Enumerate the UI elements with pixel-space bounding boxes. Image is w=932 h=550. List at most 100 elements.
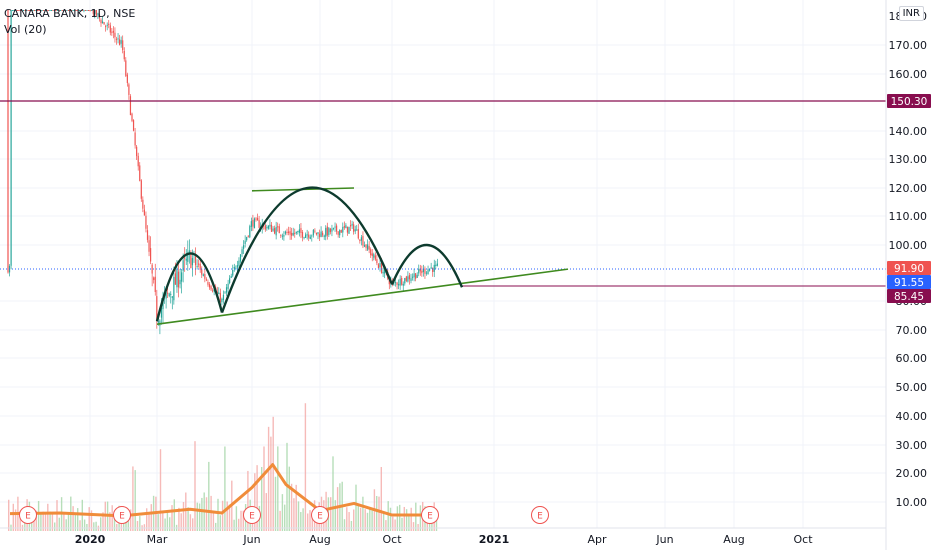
pattern-arc[interactable] [155,252,224,322]
volume-legend[interactable]: Vol (20) [4,23,47,36]
volume-bar [410,507,412,531]
volume-bar [90,510,93,531]
candle-body [212,290,214,292]
candle-body [75,10,77,11]
candle-body [67,10,70,11]
volume-bar [173,499,175,531]
volume-bar [47,503,49,531]
earnings-marker[interactable] [421,506,439,524]
candle-body [196,266,198,268]
horizontal-lines[interactable] [0,100,886,287]
candle-body [202,274,204,276]
volume-bar [42,511,44,531]
candle-body [354,229,356,232]
drawings[interactable] [155,186,569,325]
candle-body [63,10,65,11]
candle-body [418,268,420,274]
volume-bar [254,473,256,531]
candle-body [249,226,251,238]
earnings-marker[interactable] [113,506,131,524]
volume-bar [224,446,226,531]
candle-body [188,250,190,253]
volume-bar [205,497,208,531]
volume-bar [415,502,417,531]
volume-bar [58,517,60,531]
volume-bar [362,496,364,531]
candle-body [125,60,127,76]
earnings-marker[interactable] [531,506,549,524]
x-tick-label: Apr [587,533,607,546]
candle-body [126,74,128,84]
candle-body [284,231,287,234]
x-tick-label: Jun [655,533,673,546]
candle-body [348,226,350,234]
volume-bar [208,461,210,531]
legend: CANARA BANK, 1D, NSE Vol (20) [4,6,135,38]
candle-body [407,276,409,282]
y-tick-label: 130.00 [889,153,928,166]
x-tick-label: 2021 [479,533,510,546]
currency-label[interactable]: INR [898,6,924,21]
candle-body [187,252,189,262]
volume-bar [127,512,129,531]
volume-bar [343,519,346,531]
candle-body [421,270,423,274]
candle-body [201,269,203,275]
candle-body [204,274,206,279]
candle-body [131,113,133,121]
candle-body [47,10,49,11]
candle-body [329,228,331,233]
candle-body [244,240,246,244]
price-tag-label: 91.90 [894,263,924,275]
candle-body [340,230,342,233]
candle-body [101,21,104,24]
volume-bar [102,512,104,531]
candle-body [345,225,347,229]
volume-bar [371,510,373,531]
earnings-marker[interactable] [19,506,37,524]
candle-body [18,10,20,11]
volume-bar [8,499,10,531]
candle-body [266,227,268,229]
volume-bar [357,505,359,531]
candle-body [272,228,274,231]
candle-body [210,286,212,290]
candle-body [320,231,322,237]
earnings-marker-label: E [317,512,323,522]
candle-body [419,268,421,272]
candle-body [430,267,432,269]
volume-bar [88,507,90,531]
candle-body [346,226,349,233]
candle-body [322,232,324,236]
volume-bar [226,501,228,531]
earnings-marker[interactable] [243,506,261,524]
candle-body [27,10,29,11]
candle-body [297,230,299,232]
symbol-legend[interactable]: CANARA BANK, 1D, NSE [4,7,136,20]
candle-body [224,292,226,294]
rising-trendline[interactable] [156,268,569,325]
candle-body [264,225,266,230]
pattern-arc[interactable] [220,186,394,314]
candle-body [153,277,155,281]
candle-body [72,10,74,11]
volume-bar [129,509,132,531]
volume-bar [389,507,392,531]
candle-body [77,10,79,11]
candle-body [306,234,308,236]
earnings-marker[interactable] [311,506,329,524]
y-tick-label: 160.00 [889,68,928,81]
volume-bar [288,466,290,531]
volume-bar [359,507,362,531]
volume-bar [382,513,385,531]
candle-body [122,40,124,51]
candle-body [43,10,45,11]
x-tick-label: Oct [793,533,813,546]
candle-body [429,268,431,271]
candle-body [69,10,71,11]
volume-bar [86,523,88,531]
pattern-arc[interactable] [390,243,464,288]
volume-bar [100,517,102,531]
